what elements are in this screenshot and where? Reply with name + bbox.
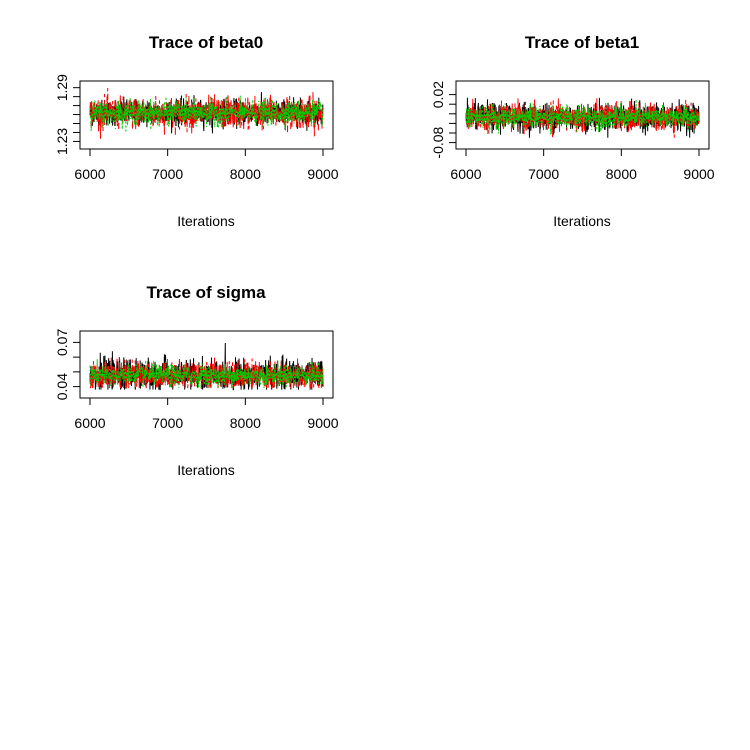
- y-tick-label: 0.04: [54, 373, 70, 400]
- x-tick-label: 8000: [606, 166, 637, 182]
- x-tick-label: 6000: [74, 166, 105, 182]
- chain-3-trace: [465, 99, 700, 135]
- chain-2-trace: [89, 87, 324, 139]
- x-tick-label: 7000: [152, 166, 183, 182]
- axes: 6000 7000 8000 9000 1.23 1.29: [54, 74, 339, 182]
- x-axis-label: Iterations: [177, 213, 235, 229]
- chart-title: Trace of sigma: [146, 283, 266, 302]
- plot-border: [455, 80, 710, 150]
- x-tick-label: 9000: [307, 415, 338, 431]
- panel-beta0: Trace of beta0 6000 7000 8000 90001.231.29 …: [54, 33, 339, 229]
- y-tick-label: 1.29: [54, 74, 70, 101]
- plot-area: [455, 80, 710, 150]
- x-tick-label: 7000: [528, 166, 559, 182]
- x-tick-label: 8000: [230, 166, 261, 182]
- axes: 6000 7000 8000 9000 0.04 0.07: [54, 329, 339, 431]
- axes: 6000 7000 8000 9000 -0.08 0.02: [430, 81, 715, 182]
- y-tick-label: 0.02: [430, 81, 446, 108]
- y-tick-label: 1.23: [54, 128, 70, 155]
- panel-sigma: Trace of sigma 6000 7000 8000 90000.040.07 …: [54, 283, 339, 478]
- trace-lines: [89, 343, 324, 391]
- trace-lines: [89, 87, 324, 139]
- x-tick-label: 8000: [230, 415, 261, 431]
- x-tick-label: 6000: [74, 415, 105, 431]
- plot-border: [79, 330, 334, 399]
- x-tick-label: 9000: [683, 166, 714, 182]
- chart-title: Trace of beta0: [149, 33, 263, 52]
- trace-lines: [465, 97, 700, 138]
- x-tick-label: 7000: [152, 415, 183, 431]
- chart-title: Trace of beta1: [525, 33, 639, 52]
- plot-area: [79, 330, 334, 399]
- chain-3-trace: [89, 95, 324, 133]
- x-axis-label: Iterations: [177, 462, 235, 478]
- x-tick-label: 9000: [307, 166, 338, 182]
- y-tick-label: 0.07: [54, 329, 70, 356]
- y-tick-label: -0.08: [430, 126, 446, 158]
- x-axis-label: Iterations: [553, 213, 611, 229]
- x-tick-label: 6000: [450, 166, 481, 182]
- chain-3-trace: [89, 359, 324, 389]
- panel-beta1: Trace of beta1 6000 7000 8000 9000 -0.08 0.02…: [430, 33, 715, 229]
